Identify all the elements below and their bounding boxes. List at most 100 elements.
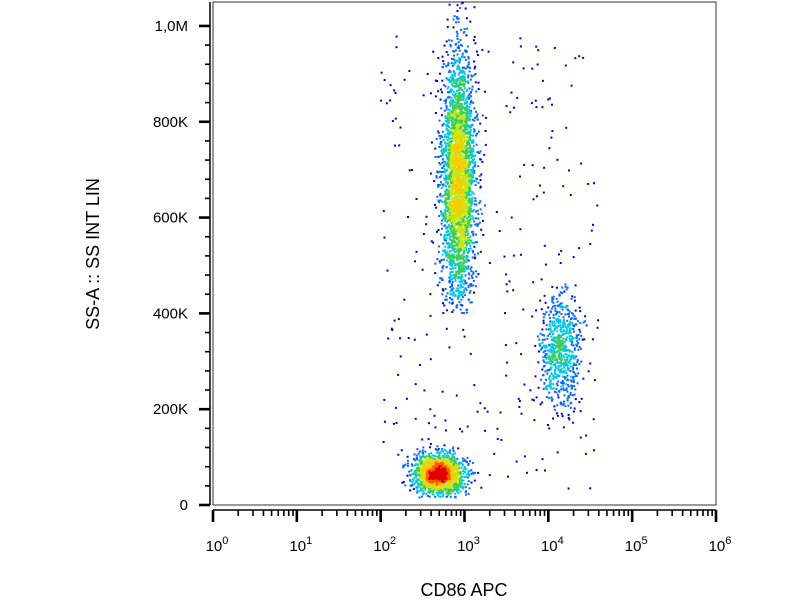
event-dot: [575, 374, 578, 377]
event-dot: [476, 177, 479, 180]
event-dot: [441, 79, 444, 82]
event-dot: [462, 472, 465, 475]
event-dot: [479, 179, 482, 181]
event-dot: [469, 184, 472, 187]
event-dot: [436, 480, 439, 483]
event-dot: [429, 478, 432, 481]
event-dot: [456, 105, 459, 108]
event-dot: [471, 256, 474, 259]
event-dot: [454, 183, 457, 186]
event-dot: [471, 471, 474, 474]
event-dot: [409, 474, 411, 477]
event-dot: [437, 57, 440, 59]
event-dot: [448, 470, 451, 473]
event-dot: [465, 58, 467, 61]
event-dot: [420, 495, 423, 498]
event-dot: [434, 495, 437, 498]
event-dot: [451, 103, 454, 106]
event-dot: [473, 158, 476, 161]
event-dot: [479, 158, 482, 161]
event-dot: [446, 121, 449, 123]
event-dot: [567, 323, 570, 326]
event-dot: [427, 461, 430, 464]
event-dot: [468, 220, 471, 223]
event-dot: [474, 203, 476, 206]
event-dot: [457, 470, 460, 473]
event-dot: [452, 159, 455, 162]
event-dot: [445, 250, 448, 253]
event-dot: [549, 385, 552, 388]
event-dot: [444, 456, 447, 459]
event-dot: [438, 460, 441, 463]
event-dot: [460, 280, 463, 283]
event-dot: [462, 98, 465, 101]
event-dot: [449, 119, 452, 122]
event-dot: [446, 454, 448, 457]
event-dot: [457, 215, 460, 218]
event-dot: [448, 232, 451, 235]
event-dot: [465, 189, 468, 192]
event-dot: [441, 153, 444, 156]
event-dot: [461, 217, 464, 220]
event-dot: [455, 237, 457, 240]
event-dot: [457, 217, 460, 220]
event-dot: [447, 163, 450, 166]
event-dot: [416, 489, 419, 492]
event-dot: [469, 247, 472, 250]
event-dot: [451, 302, 454, 305]
event-dot: [452, 476, 455, 479]
event-dot: [461, 208, 463, 211]
event-dot: [454, 148, 457, 151]
event-dot: [436, 472, 439, 475]
event-dot: [467, 272, 470, 275]
event-dot: [551, 354, 554, 357]
event-dot: [449, 101, 452, 104]
event-dot: [453, 123, 456, 126]
event-dot: [456, 143, 459, 146]
event-dot: [464, 486, 467, 489]
event-dot: [456, 85, 459, 88]
event-dot: [563, 356, 566, 359]
event-dot: [448, 276, 451, 279]
event-dot: [474, 256, 477, 259]
event-dot: [455, 103, 458, 105]
event-dot: [455, 136, 458, 139]
event-dot: [550, 396, 553, 399]
event-dot: [467, 285, 470, 288]
event-dot: [471, 215, 474, 218]
event-dot: [467, 56, 470, 59]
event-dot: [447, 133, 450, 136]
event-dot: [470, 198, 473, 201]
event-dot: [448, 449, 451, 452]
event-dot: [545, 385, 548, 388]
event-dot: [443, 449, 446, 452]
event-dot: [433, 180, 436, 182]
event-dot: [424, 486, 427, 489]
event-dot: [555, 317, 558, 320]
event-dot: [456, 53, 459, 56]
event-dot: [442, 185, 445, 187]
event-dot: [450, 475, 453, 478]
event-dot: [470, 469, 473, 472]
event-dot: [477, 181, 480, 184]
event-dot: [443, 194, 446, 196]
event-dot: [457, 98, 460, 101]
event-dot: [441, 267, 444, 270]
event-dot: [452, 174, 455, 177]
event-dot: [433, 203, 436, 206]
event-dot: [451, 209, 454, 212]
event-dot: [470, 149, 473, 152]
event-dot: [415, 479, 418, 482]
event-dot: [564, 283, 567, 286]
event-dot: [457, 463, 460, 466]
event-dot: [453, 139, 456, 142]
event-dot: [452, 82, 455, 85]
event-dot: [460, 204, 462, 207]
event-dot: [451, 473, 454, 476]
event-dot: [460, 228, 462, 231]
event-dot: [423, 455, 426, 458]
event-dot: [442, 154, 444, 157]
event-dot: [450, 116, 453, 119]
event-dot: [430, 471, 433, 474]
